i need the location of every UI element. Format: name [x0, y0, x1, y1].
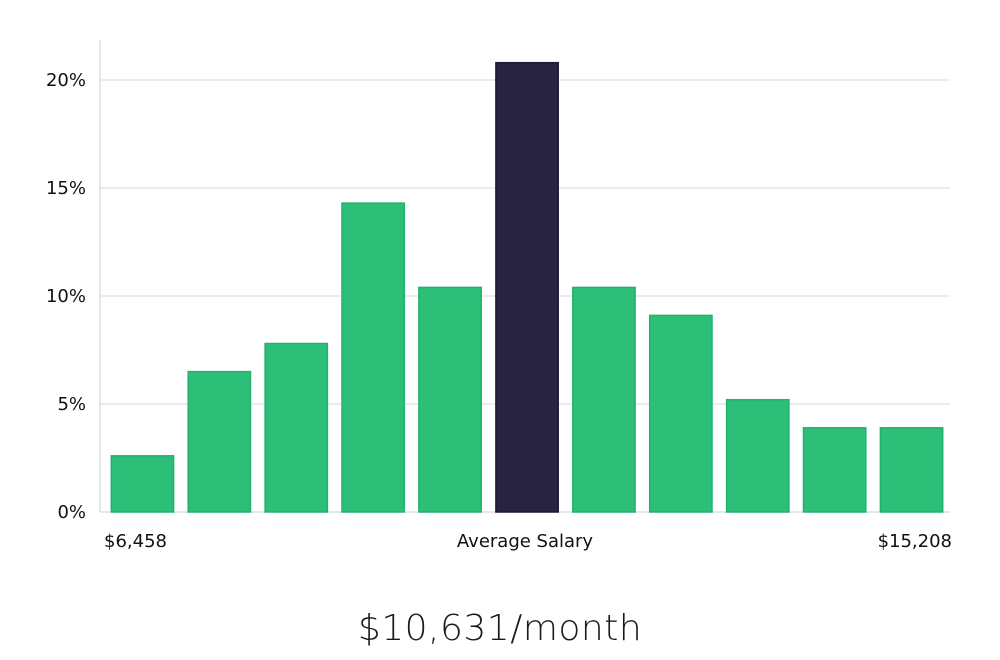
y-tick-label: 15% — [46, 178, 86, 199]
y-tick-labels: 0% 5% 10% 15% 20% — [46, 70, 86, 523]
average-salary-headline: $10,631/month — [357, 608, 643, 649]
bar — [725, 398, 790, 513]
x-axis-labels: $6,458 Average Salary $15,208 — [104, 531, 952, 552]
bar-average-highlight — [495, 61, 559, 513]
x-label-center: Average Salary — [457, 531, 594, 552]
bar — [264, 342, 329, 513]
bar — [418, 286, 482, 513]
bars — [110, 61, 944, 513]
x-label-max: $15,208 — [878, 531, 952, 552]
bar — [110, 455, 175, 513]
bar — [879, 427, 944, 513]
y-tick-label: 20% — [46, 70, 86, 91]
bar — [802, 427, 867, 513]
x-label-min: $6,458 — [104, 531, 167, 552]
y-tick-label: 0% — [57, 502, 86, 523]
y-tick-label: 10% — [46, 286, 86, 307]
bar — [341, 202, 406, 513]
bar — [572, 286, 636, 513]
bar — [187, 370, 252, 513]
bar — [648, 314, 713, 513]
y-tick-label: 5% — [57, 394, 86, 415]
